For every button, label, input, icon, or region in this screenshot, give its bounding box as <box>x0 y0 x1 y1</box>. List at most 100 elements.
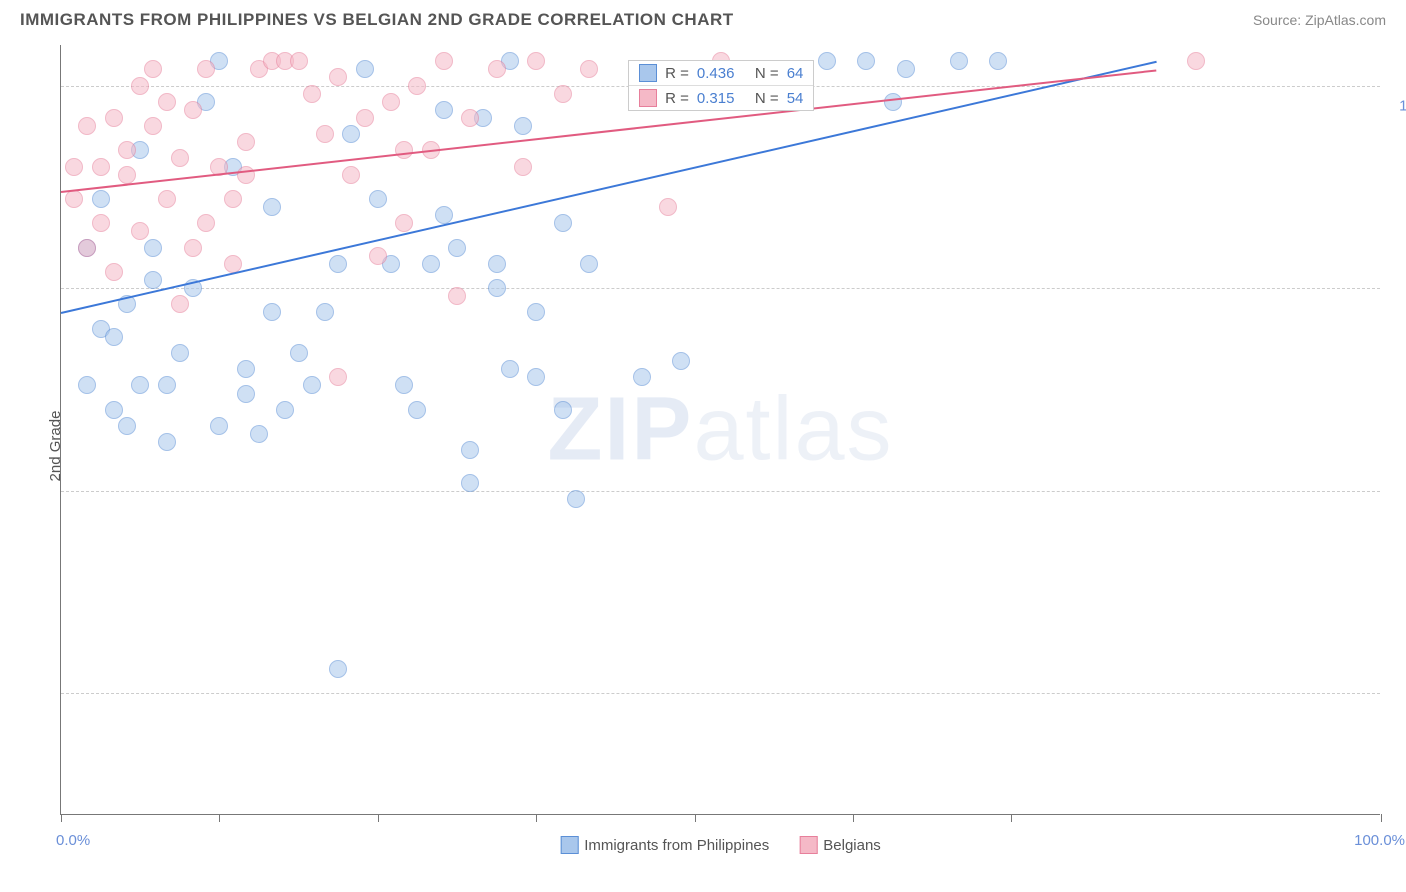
trend-line <box>61 69 1157 193</box>
scatter-point <box>316 125 334 143</box>
grid-line <box>61 693 1380 694</box>
scatter-point <box>303 376 321 394</box>
x-label-left: 0.0% <box>56 832 90 849</box>
scatter-point <box>158 190 176 208</box>
scatter-point <box>131 77 149 95</box>
scatter-point <box>461 474 479 492</box>
x-tick <box>219 814 220 822</box>
scatter-point <box>105 328 123 346</box>
scatter-point <box>395 214 413 232</box>
correlation-legend-row: R =0.436N =64 <box>629 61 813 86</box>
source-label: Source: ZipAtlas.com <box>1253 12 1386 28</box>
legend-swatch <box>639 64 657 82</box>
scatter-point <box>237 385 255 403</box>
scatter-point <box>435 101 453 119</box>
y-tick-label: 95.0% <box>1390 502 1406 519</box>
scatter-point <box>290 52 308 70</box>
x-tick <box>61 814 62 822</box>
scatter-point <box>158 433 176 451</box>
series-legend-label: Belgians <box>823 837 881 854</box>
scatter-point <box>488 60 506 78</box>
scatter-point <box>276 401 294 419</box>
legend-swatch <box>639 89 657 107</box>
series-legend: Immigrants from Philippines Belgians <box>560 836 881 854</box>
trend-line <box>61 61 1157 314</box>
legend-n-label: N = <box>755 65 779 82</box>
legend-r-value: 0.436 <box>697 65 747 82</box>
scatter-point <box>224 190 242 208</box>
scatter-point <box>342 166 360 184</box>
scatter-point <box>105 263 123 281</box>
x-tick <box>378 814 379 822</box>
scatter-point <box>197 60 215 78</box>
scatter-point <box>329 255 347 273</box>
scatter-point <box>171 344 189 362</box>
scatter-point <box>554 214 572 232</box>
scatter-chart: ZIPatlas 92.5%95.0%97.5%100.0%0.0%100.0%… <box>60 45 1380 815</box>
scatter-point <box>356 109 374 127</box>
scatter-point <box>237 166 255 184</box>
scatter-point <box>237 360 255 378</box>
scatter-point <box>554 401 572 419</box>
scatter-point <box>197 214 215 232</box>
scatter-point <box>369 190 387 208</box>
correlation-legend: R =0.436N =64R =0.315N =54 <box>628 60 814 111</box>
scatter-point <box>461 109 479 127</box>
scatter-point <box>897 60 915 78</box>
scatter-point <box>250 425 268 443</box>
scatter-point <box>118 417 136 435</box>
scatter-point <box>263 303 281 321</box>
chart-title: IMMIGRANTS FROM PHILIPPINES VS BELGIAN 2… <box>20 10 734 30</box>
scatter-point <box>329 68 347 86</box>
scatter-point <box>329 660 347 678</box>
scatter-point <box>329 368 347 386</box>
scatter-point <box>884 93 902 111</box>
y-tick-label: 92.5% <box>1390 705 1406 722</box>
scatter-point <box>527 303 545 321</box>
scatter-point <box>263 198 281 216</box>
scatter-point <box>78 117 96 135</box>
scatter-point <box>65 190 83 208</box>
y-tick-label: 100.0% <box>1390 97 1406 114</box>
scatter-point <box>567 490 585 508</box>
x-tick <box>1381 814 1382 822</box>
scatter-point <box>435 52 453 70</box>
scatter-point <box>105 109 123 127</box>
legend-swatch <box>799 836 817 854</box>
scatter-point <box>316 303 334 321</box>
legend-r-value: 0.315 <box>697 90 747 107</box>
legend-r-label: R = <box>665 65 689 82</box>
scatter-point <box>184 239 202 257</box>
scatter-point <box>527 368 545 386</box>
legend-n-label: N = <box>755 90 779 107</box>
scatter-point <box>1187 52 1205 70</box>
grid-line <box>61 491 1380 492</box>
scatter-point <box>118 166 136 184</box>
scatter-point <box>92 158 110 176</box>
scatter-point <box>105 401 123 419</box>
scatter-point <box>514 158 532 176</box>
scatter-point <box>369 247 387 265</box>
scatter-point <box>422 255 440 273</box>
scatter-point <box>580 255 598 273</box>
x-tick <box>695 814 696 822</box>
x-label-right: 100.0% <box>1354 832 1405 849</box>
scatter-point <box>989 52 1007 70</box>
scatter-point <box>65 158 83 176</box>
scatter-point <box>580 60 598 78</box>
scatter-point <box>303 85 321 103</box>
watermark-light: atlas <box>693 379 893 479</box>
series-legend-label: Immigrants from Philippines <box>584 837 769 854</box>
scatter-point <box>356 60 374 78</box>
scatter-point <box>408 77 426 95</box>
scatter-point <box>158 93 176 111</box>
scatter-point <box>78 239 96 257</box>
scatter-point <box>633 368 651 386</box>
scatter-point <box>92 214 110 232</box>
scatter-point <box>144 117 162 135</box>
scatter-point <box>131 376 149 394</box>
grid-line <box>61 288 1380 289</box>
scatter-point <box>857 52 875 70</box>
watermark-bold: ZIP <box>547 379 693 479</box>
scatter-point <box>395 141 413 159</box>
